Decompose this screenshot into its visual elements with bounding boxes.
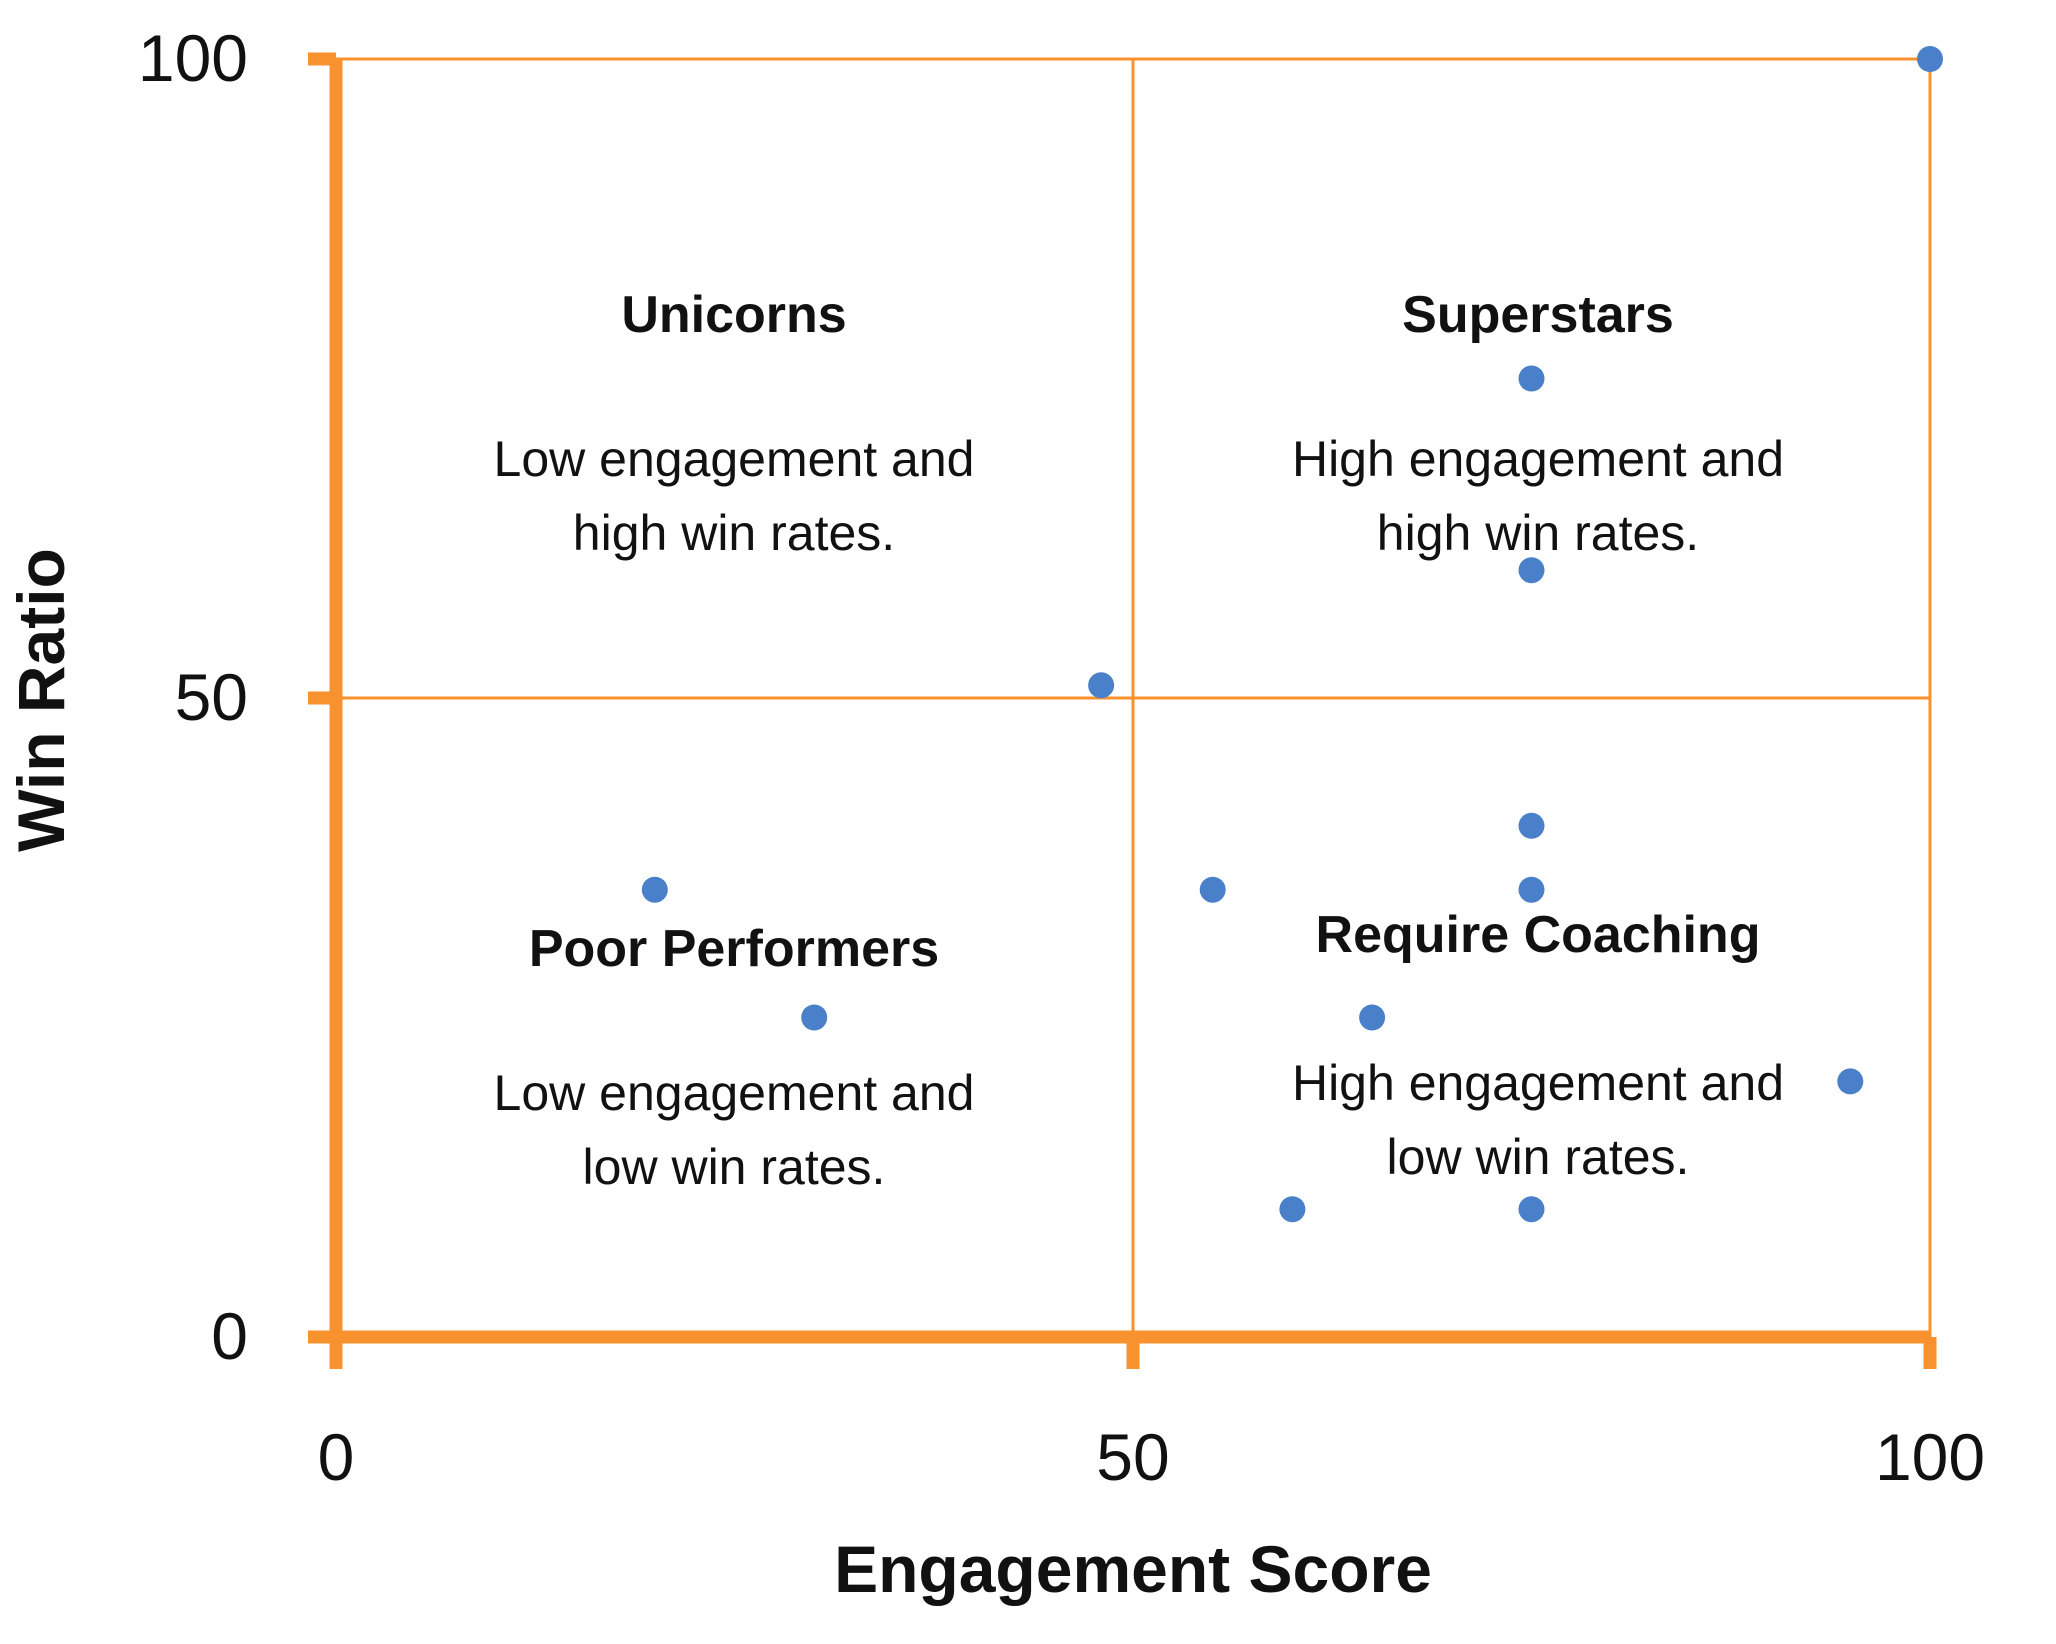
scatter-point <box>1518 812 1545 839</box>
x-axis-title: Engagement Score <box>834 1532 1432 1606</box>
quadrant-title-poor-performers: Poor Performers <box>529 920 939 978</box>
scatter-point <box>801 1004 828 1031</box>
quadrant-desc-require-coaching: low win rates. <box>1387 1129 1690 1185</box>
scatter-point <box>1199 876 1226 903</box>
quadrant-desc-require-coaching: High engagement and <box>1292 1055 1784 1111</box>
tick-labels: 0 50 100 0 50 100 <box>138 21 1985 1494</box>
scatter-point <box>1837 1068 1864 1095</box>
quadrant-title-require-coaching: Require Coaching <box>1316 906 1761 964</box>
scatter-point <box>1088 672 1115 699</box>
quadrant-desc-superstars: High engagement and <box>1292 431 1784 487</box>
scatter-point <box>1518 557 1545 584</box>
quadrant-desc-superstars: high win rates. <box>1377 505 1699 561</box>
y-axis-title: Win Ratio <box>4 548 78 852</box>
axes <box>308 52 1937 1369</box>
quadrant-labels: Unicorns Low engagement and high win rates… <box>494 286 1784 1195</box>
quadrant-desc-poor-performers: Low engagement and <box>494 1065 975 1121</box>
grid-lines <box>336 57 1932 1337</box>
quadrant-desc-unicorns: high win rates. <box>573 505 895 561</box>
quadrant-title-unicorns: Unicorns <box>621 286 846 344</box>
quadrant-title-superstars: Superstars <box>1402 286 1674 344</box>
y-tick-label: 100 <box>138 21 248 95</box>
quadrant-desc-poor-performers: low win rates. <box>583 1139 886 1195</box>
x-tick-label: 100 <box>1875 1420 1985 1494</box>
scatter-point <box>1518 365 1545 392</box>
scatter-point <box>1917 46 1943 72</box>
x-tick-label: 0 <box>318 1420 355 1494</box>
scatter-point <box>1359 1004 1386 1031</box>
y-tick-label: 0 <box>211 1299 248 1373</box>
quadrant-desc-unicorns: Low engagement and <box>494 431 975 487</box>
data-points <box>641 46 1943 1223</box>
scatter-point <box>641 876 668 903</box>
x-tick-label: 50 <box>1096 1420 1169 1494</box>
y-tick-label: 50 <box>175 660 248 734</box>
scatter-point <box>1518 1196 1545 1223</box>
scatter-point <box>1279 1196 1306 1223</box>
scatter-point <box>1518 876 1545 903</box>
